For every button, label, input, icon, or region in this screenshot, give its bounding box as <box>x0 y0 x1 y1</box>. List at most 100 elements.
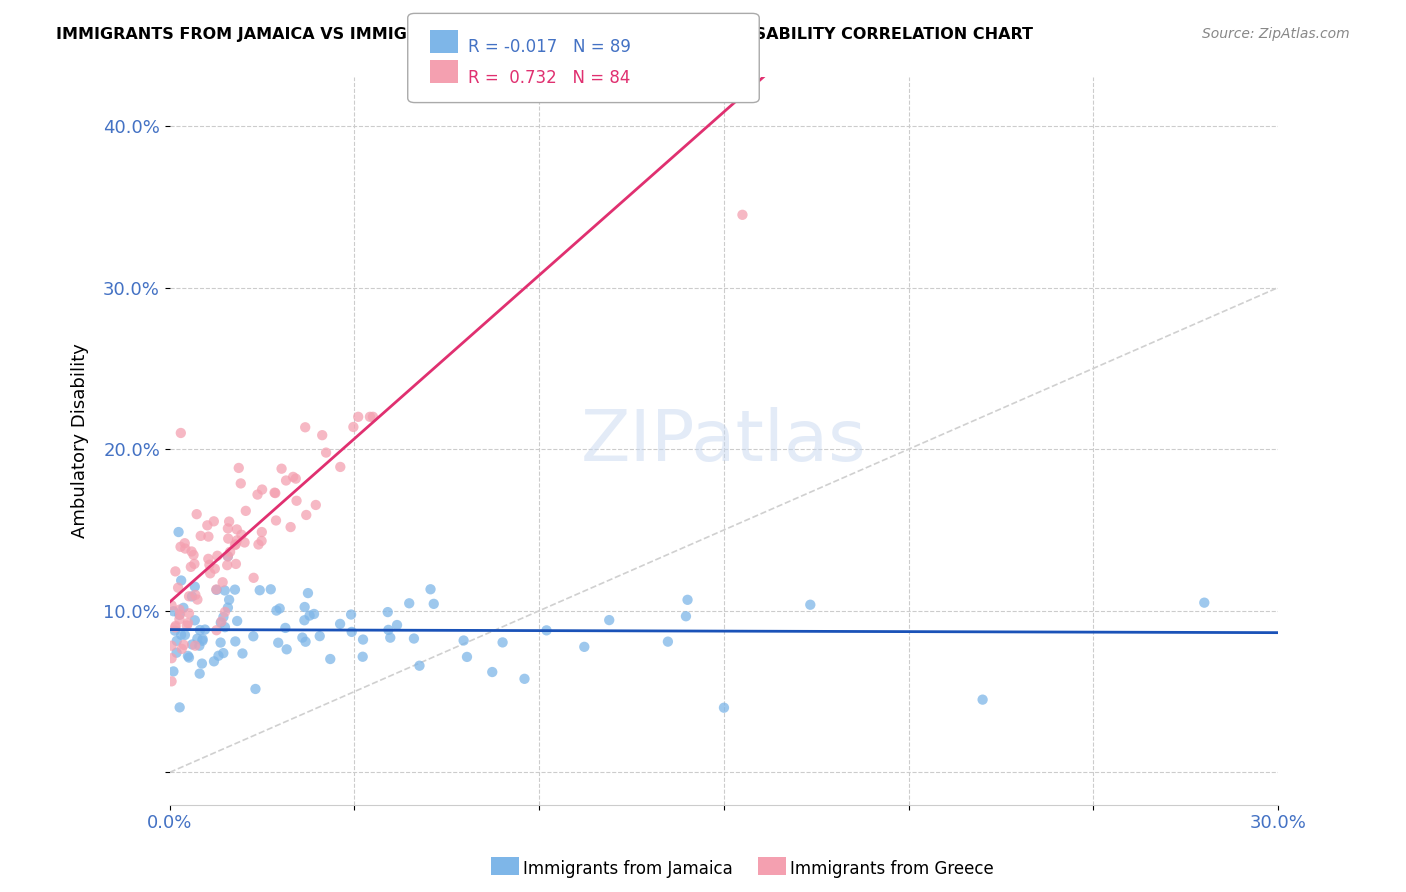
Point <box>352 632 374 647</box>
Point <box>297 586 319 600</box>
Point <box>197 552 219 566</box>
Point <box>212 610 235 624</box>
Point <box>294 599 316 614</box>
Point <box>319 652 342 666</box>
Point <box>160 599 183 613</box>
Point <box>347 409 370 424</box>
Point <box>972 692 994 706</box>
Point <box>284 472 307 486</box>
Point <box>173 536 195 550</box>
Point <box>305 498 328 512</box>
Point <box>291 631 314 645</box>
Point <box>169 540 191 554</box>
Point <box>260 582 283 597</box>
Point <box>180 560 202 574</box>
Point <box>276 642 298 657</box>
Text: R =  0.732   N = 84: R = 0.732 N = 84 <box>468 69 630 87</box>
Point <box>217 549 239 564</box>
Point <box>188 666 211 681</box>
Point <box>398 596 420 610</box>
Point <box>1194 596 1216 610</box>
Point <box>250 524 273 539</box>
Point <box>214 583 236 598</box>
Point <box>169 602 191 616</box>
Point <box>225 557 247 571</box>
Point <box>169 612 191 626</box>
Point <box>181 638 204 652</box>
Point <box>713 700 735 714</box>
Point <box>212 646 235 660</box>
Point <box>263 485 285 500</box>
Text: IMMIGRANTS FROM JAMAICA VS IMMIGRANTS FROM GREECE AMBULATORY DISABILITY CORRELAT: IMMIGRANTS FROM JAMAICA VS IMMIGRANTS FR… <box>56 27 1033 42</box>
Point <box>218 592 240 607</box>
Point <box>224 538 246 552</box>
Point <box>246 487 269 501</box>
Point <box>294 634 316 648</box>
Point <box>249 583 271 598</box>
Point <box>295 508 318 522</box>
Point <box>209 635 232 649</box>
Point <box>214 605 236 619</box>
Point <box>202 514 225 528</box>
Point <box>217 532 239 546</box>
Point <box>205 582 228 597</box>
Point <box>419 582 441 597</box>
Point <box>184 639 207 653</box>
Point <box>231 528 253 542</box>
Point <box>361 409 384 424</box>
Point <box>160 651 183 665</box>
Point <box>285 493 308 508</box>
Point <box>247 537 270 551</box>
Text: Immigrants from Jamaica: Immigrants from Jamaica <box>523 860 733 878</box>
Point <box>191 633 214 648</box>
Point <box>329 459 352 474</box>
Point <box>225 537 247 551</box>
Text: Source: ZipAtlas.com: Source: ZipAtlas.com <box>1202 27 1350 41</box>
Point <box>209 615 232 629</box>
Point <box>177 648 200 663</box>
Point <box>250 533 273 548</box>
Point <box>188 639 211 653</box>
Point <box>242 571 264 585</box>
Point <box>229 476 252 491</box>
Point <box>166 646 188 660</box>
Point <box>166 633 188 648</box>
Point <box>217 521 239 535</box>
Point <box>183 557 205 571</box>
Point <box>160 639 183 653</box>
Point <box>177 607 200 621</box>
Text: R = -0.017   N = 89: R = -0.017 N = 89 <box>468 38 631 56</box>
Point <box>245 681 267 696</box>
Point <box>676 592 699 607</box>
Point <box>191 657 214 671</box>
Y-axis label: Ambulatory Disability: Ambulatory Disability <box>72 343 89 539</box>
Point <box>380 631 402 645</box>
Point <box>402 632 425 646</box>
Point <box>731 208 754 222</box>
Point <box>481 665 503 679</box>
Point <box>513 672 536 686</box>
Point <box>226 533 249 548</box>
Point <box>598 613 620 627</box>
Point <box>177 615 200 630</box>
Point <box>207 549 229 563</box>
Point <box>231 647 253 661</box>
Point <box>169 607 191 622</box>
Point <box>172 600 194 615</box>
Point <box>217 558 239 573</box>
Point <box>167 581 190 595</box>
Point <box>162 665 184 679</box>
Point <box>181 590 204 604</box>
Point <box>198 558 221 572</box>
Point <box>167 524 190 539</box>
Point <box>267 636 290 650</box>
Point <box>453 633 475 648</box>
Point <box>165 620 187 634</box>
Point <box>225 522 247 536</box>
Point <box>264 513 287 527</box>
Point <box>359 409 381 424</box>
Point <box>224 634 246 648</box>
Point <box>292 613 315 627</box>
Point <box>536 624 558 638</box>
Point <box>176 618 198 632</box>
